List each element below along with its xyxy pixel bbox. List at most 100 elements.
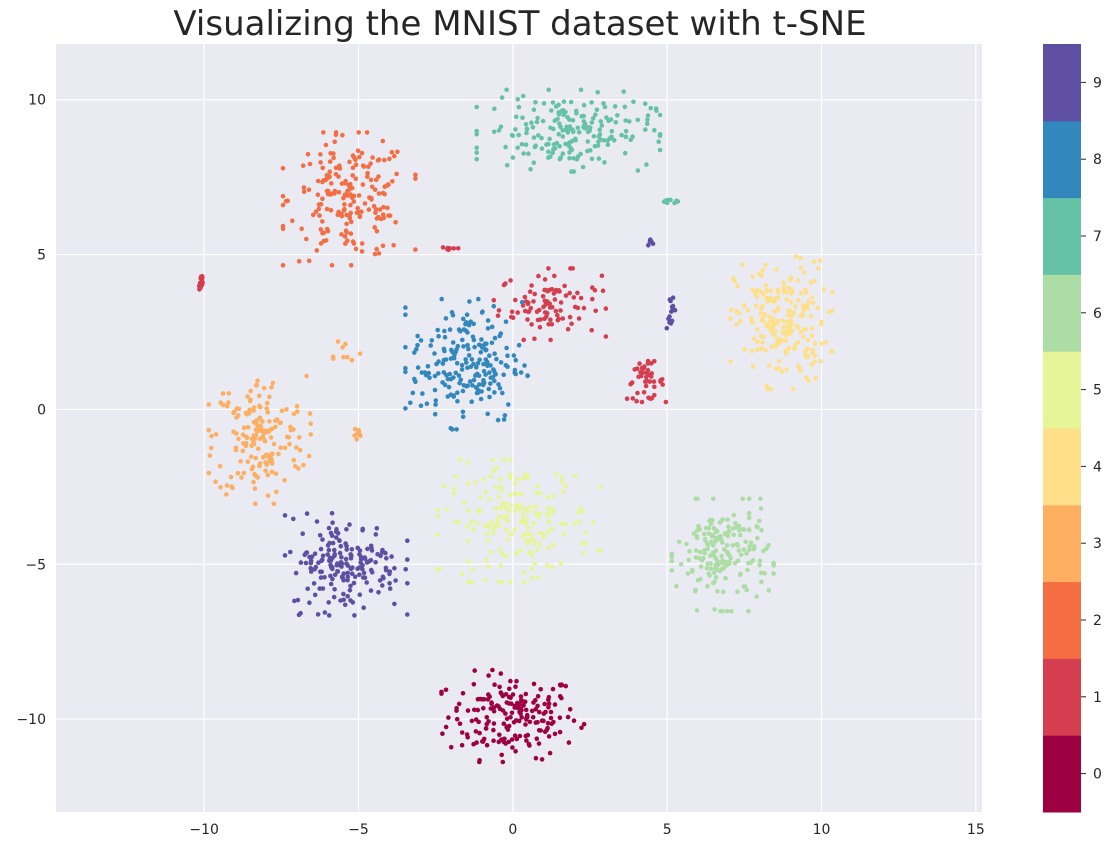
data-point-digit-4: [767, 314, 772, 320]
data-point-digit-1: [639, 365, 645, 371]
data-point-digit-5: [490, 457, 496, 463]
data-point-digit-4: [810, 347, 816, 353]
data-point-digit-2: [366, 207, 372, 212]
data-point-digit-2: [327, 159, 333, 164]
data-point-digit-0: [500, 759, 506, 765]
data-point-digit-6: [706, 571, 712, 576]
data-point-digit-0: [545, 720, 551, 726]
data-point-digit-7: [574, 108, 579, 114]
data-point-digit-9: [330, 540, 336, 546]
data-point-digit-4: [750, 274, 755, 280]
data-point-digit-2: [372, 187, 378, 192]
data-point-digit-7: [599, 123, 605, 128]
data-point-digit-5: [507, 579, 513, 585]
data-point-digit-7: [643, 127, 648, 132]
data-point-digit-9: [352, 574, 358, 580]
data-point-digit-4: [802, 326, 807, 332]
data-point-digit-0: [472, 707, 477, 713]
data-point-digit-0: [536, 728, 542, 733]
data-point-digit-5: [576, 510, 581, 516]
data-point-digit-6: [746, 515, 752, 521]
data-point-digit-2: [376, 174, 381, 179]
data-point-digit-2: [348, 202, 353, 208]
data-point-digit-4: [786, 285, 792, 291]
data-point-digit-5: [517, 491, 523, 497]
data-point-digit-1: [549, 286, 555, 292]
data-point-digit-3: [354, 437, 360, 442]
data-point-digit-4: [789, 328, 795, 334]
data-point-digit-0: [443, 724, 449, 730]
data-point-digit-7: [597, 132, 603, 137]
data-point-digit-7: [596, 156, 602, 161]
data-point-digit-4: [830, 308, 835, 314]
data-point-digit-2: [373, 210, 378, 215]
data-point-digit-4: [774, 366, 779, 372]
data-point-digit-2: [299, 226, 305, 232]
data-point-digit-6: [686, 557, 692, 563]
data-point-digit-9: [355, 566, 360, 572]
data-point-digit-2: [370, 155, 375, 160]
data-point-digit-3: [264, 400, 270, 406]
data-point-digit-8: [506, 402, 511, 407]
data-point-digit-6: [713, 575, 719, 580]
data-point-digit-6: [697, 549, 703, 555]
data-point-digit-8: [403, 344, 408, 350]
data-point-digit-4: [798, 329, 803, 335]
data-point-digit-1: [638, 369, 643, 375]
data-point-digit-6: [733, 521, 738, 526]
data-point-digit-2: [280, 263, 286, 268]
data-point-digit-8: [449, 347, 454, 353]
data-point-digit-3: [265, 410, 271, 415]
data-point-digit-5: [504, 518, 510, 524]
data-point-digit-9: [373, 532, 379, 537]
data-point-digit-6: [761, 548, 766, 554]
data-point-digit-8: [477, 357, 482, 363]
data-point-digit-3: [224, 403, 230, 409]
data-point-digit-4: [808, 280, 814, 285]
data-point-digit-1: [649, 371, 654, 376]
data-point-digit-3: [209, 433, 214, 439]
data-point-digit-9: [282, 513, 288, 518]
data-point-digit-9: [343, 556, 349, 562]
data-point-digit-1: [641, 390, 647, 395]
data-point-digit-5: [525, 525, 531, 530]
data-point-digit-0: [517, 733, 523, 739]
data-point-digit-7: [536, 133, 541, 138]
data-point-digit-4: [798, 368, 803, 374]
data-point-digit-0: [489, 701, 494, 707]
data-point-digit-9: [330, 520, 335, 525]
data-point-digit-7: [531, 160, 537, 165]
data-point-digit-4: [769, 325, 774, 330]
data-point-digit-0: [503, 711, 508, 716]
data-point-digit-6: [759, 527, 764, 533]
data-point-digit-8: [432, 411, 438, 417]
data-point-digit-8: [479, 345, 485, 350]
data-point-digit-5: [546, 519, 552, 525]
data-point-digit-8: [403, 406, 408, 411]
data-point-digit-1: [509, 309, 515, 315]
data-point-digit-5: [581, 551, 586, 556]
data-point-digit-6: [741, 547, 746, 552]
data-point-digit-2: [359, 209, 364, 214]
data-point-digit-3: [279, 408, 285, 414]
data-point-digit-3: [274, 417, 280, 422]
data-point-digit-4: [799, 290, 804, 296]
data-point-digit-8: [432, 373, 438, 379]
data-point-digit-2: [320, 219, 325, 224]
data-point-digit-3: [267, 394, 272, 400]
data-point-digit-1: [535, 317, 541, 323]
data-point-digit-7: [588, 148, 593, 153]
data-point-digit-5: [533, 504, 538, 510]
data-point-digit-7: [514, 114, 519, 120]
data-point-digit-2: [380, 243, 386, 249]
data-point-digit-9: [362, 575, 368, 580]
data-point-digit-6: [741, 527, 747, 533]
data-point-digit-2: [348, 231, 354, 236]
data-point-digit-8: [489, 340, 495, 346]
data-point-digit-1: [549, 322, 555, 327]
data-point-digit-6: [701, 531, 707, 537]
data-point-digit-2: [318, 160, 323, 165]
data-point-digit-7: [498, 124, 504, 130]
data-point-digit-7: [642, 101, 648, 106]
data-point-digit-3: [257, 415, 263, 421]
